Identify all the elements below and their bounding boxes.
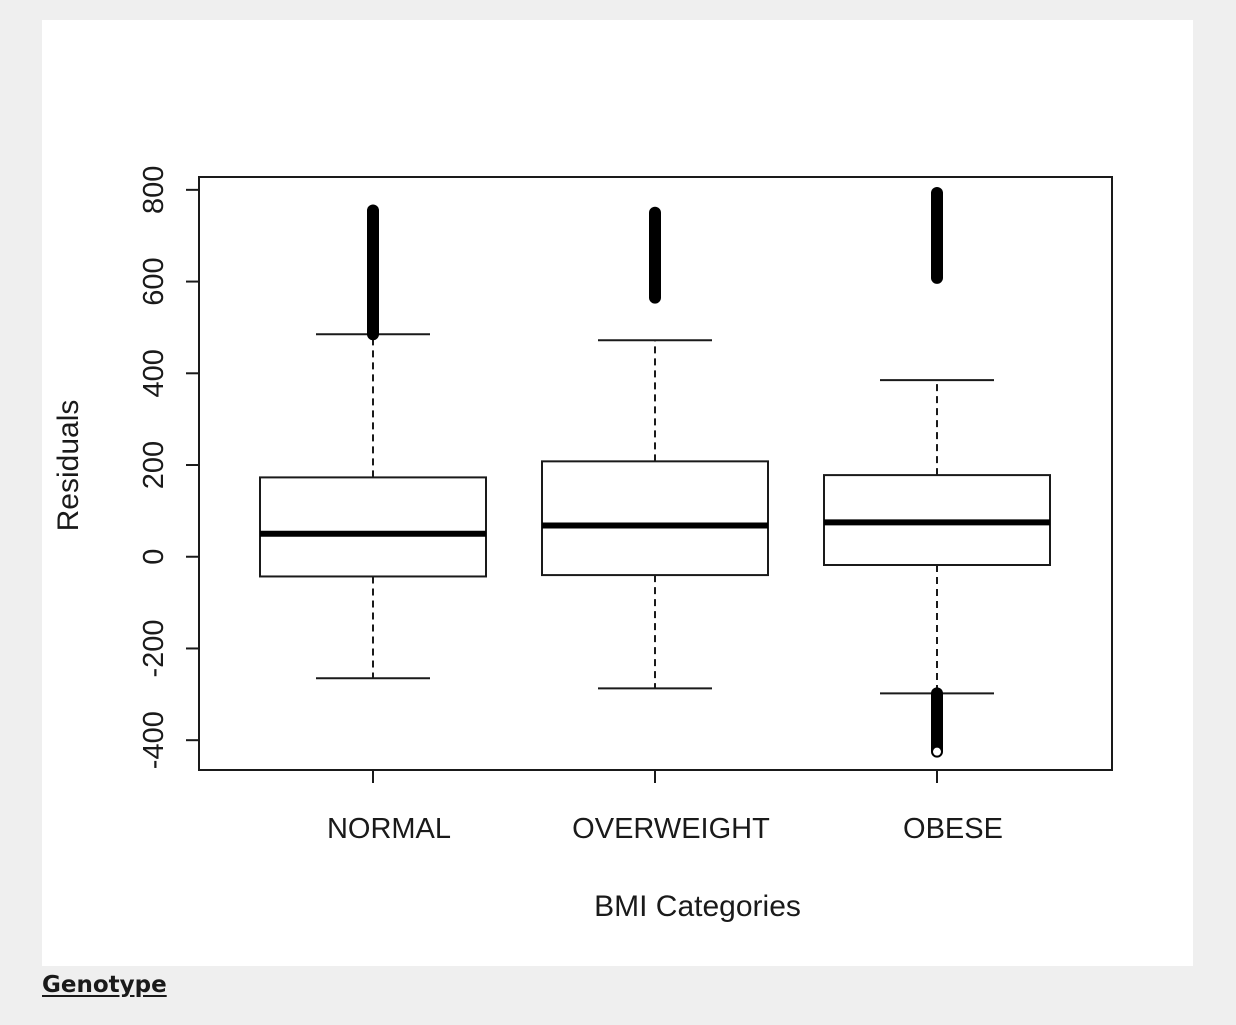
box-overweight	[541, 206, 769, 690]
x-tick-label-obese: OBESE	[903, 813, 1003, 845]
y-tick-label: 800	[138, 166, 170, 214]
y-tick-label: 600	[138, 257, 170, 305]
y-tick-label: 400	[138, 349, 170, 397]
y-axis-title: Residuals	[52, 400, 85, 532]
x-axis-title: BMI Categories	[594, 890, 801, 923]
x-tick-label-overweight: OVERWEIGHT	[572, 813, 770, 845]
x-tick-label-normal: NORMAL	[327, 813, 451, 845]
box-normal	[259, 204, 487, 680]
y-tick-label: -200	[138, 619, 170, 677]
plot-panel: -400 -200 0 200 400 600 800 NORMAL OVERWEIGHT OBE…	[42, 20, 1193, 966]
y-tick-label: 0	[138, 549, 170, 565]
y-tick-label: -400	[138, 711, 170, 769]
genotype-section-link[interactable]: Genotype	[42, 972, 167, 998]
y-tick-label: 200	[138, 441, 170, 489]
boxplot-chart: -400 -200 0 200 400 600 800 NORMAL OVERWEIGHT OBE…	[52, 166, 1113, 923]
iqr-box	[259, 476, 487, 578]
outlier-point-hollow	[933, 747, 941, 756]
box-obese	[823, 187, 1051, 758]
iqr-box	[541, 460, 769, 577]
